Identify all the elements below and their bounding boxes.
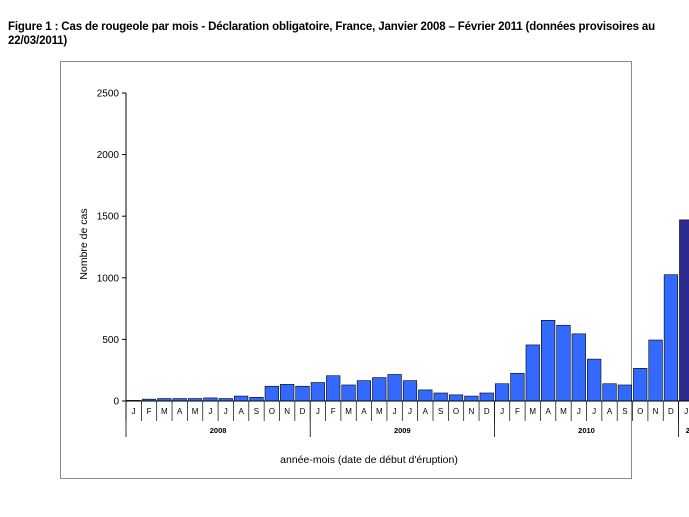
month-label: O: [269, 407, 275, 416]
month-label: A: [238, 407, 244, 416]
month-label: F: [147, 407, 152, 416]
month-label: A: [177, 407, 183, 416]
bar-series: [126, 219, 689, 402]
bar-2010-3: [525, 344, 540, 402]
month-label: O: [637, 407, 643, 416]
month-label: N: [653, 407, 659, 416]
bar-2008-12: [295, 385, 310, 402]
month-label: M: [192, 407, 199, 416]
bar-2008-8: [234, 395, 249, 402]
x-ticks: JFMAMJJASONDJFMAMJJASONDJFMAMJJASONDJF: [125, 401, 688, 421]
y-tick-label-500: 500: [102, 335, 119, 346]
bar-2009-6: [387, 374, 402, 402]
bar-2010-12: [663, 274, 679, 402]
y-tick-label-0: 0: [113, 397, 119, 408]
bar-2009-9: [433, 392, 448, 402]
month-label: J: [316, 407, 320, 416]
bar-2008-9: [249, 396, 264, 402]
y-tick-label-1000: 1000: [97, 273, 120, 284]
bar-2009-5: [372, 377, 387, 402]
y-tick-label-2500: 2500: [97, 89, 120, 100]
month-label: F: [331, 407, 336, 416]
month-label: S: [254, 407, 259, 416]
month-label: S: [622, 407, 627, 416]
month-label: M: [161, 407, 168, 416]
bar-2010-10: [633, 368, 648, 402]
bar-2009-4: [356, 380, 372, 402]
month-label: F: [515, 407, 520, 416]
month-label: A: [607, 407, 613, 416]
month-label: M: [376, 407, 383, 416]
bar-2010-1: [494, 383, 510, 402]
year-label-2011: 2011: [686, 426, 689, 435]
bar-2009-10: [448, 394, 464, 402]
month-label: D: [484, 407, 490, 416]
month-label: J: [592, 407, 596, 416]
bar-2009-2: [326, 375, 341, 402]
y-tick-label-2000: 2000: [97, 150, 120, 161]
bar-2010-7: [587, 358, 602, 402]
bar-2009-8: [418, 389, 433, 402]
month-label: J: [577, 407, 581, 416]
y-axis-label: Nombre de cas: [78, 208, 90, 279]
month-label: O: [453, 407, 459, 416]
month-label: N: [284, 407, 290, 416]
month-label: J: [224, 407, 228, 416]
month-label: M: [529, 407, 536, 416]
bar-2010-11: [648, 339, 663, 402]
figure-title: Figure 1 : Cas de rougeole par mois - Dé…: [8, 21, 656, 47]
month-label: A: [545, 407, 551, 416]
bar-2009-1: [310, 382, 325, 402]
year-label-2008: 2008: [210, 426, 227, 435]
month-label: S: [438, 407, 443, 416]
month-label: M: [560, 407, 567, 416]
bar-2010-2: [510, 372, 525, 402]
bar-2010-4: [541, 319, 556, 402]
month-label: N: [468, 407, 474, 416]
chart-frame: [60, 61, 632, 479]
month-label: D: [668, 407, 674, 416]
year-label-2009: 2009: [394, 426, 411, 435]
month-label: J: [684, 407, 688, 416]
month-label: D: [300, 407, 306, 416]
bar-2009-12: [479, 392, 494, 402]
bar-2011-1: [679, 219, 689, 402]
month-label: J: [208, 407, 212, 416]
bar-2010-5: [556, 324, 571, 402]
bar-2010-8: [602, 383, 617, 402]
bar-2009-3: [341, 384, 356, 402]
year-label-2010: 2010: [578, 426, 595, 435]
bar-2008-10: [264, 385, 279, 402]
x-axis-label: année-mois (date de début d'éruption): [280, 454, 458, 466]
month-label: M: [345, 407, 352, 416]
bar-2009-7: [402, 380, 418, 402]
axes: [125, 93, 689, 402]
month-label: J: [393, 407, 397, 416]
y-tick-label-1500: 1500: [97, 212, 120, 223]
bar-2008-11: [280, 384, 295, 402]
month-label: J: [500, 407, 504, 416]
month-label: A: [423, 407, 429, 416]
y-ticks: 0 500 1000 1500 2000 2500: [97, 89, 126, 408]
bar-2010-6: [571, 333, 586, 402]
month-label: J: [132, 407, 136, 416]
month-label: A: [361, 407, 367, 416]
bar-2009-11: [464, 395, 479, 402]
month-label: J: [408, 407, 412, 416]
year-groups: 2008 2009 2010 2011: [125, 401, 689, 437]
bar-2010-9: [617, 384, 632, 402]
